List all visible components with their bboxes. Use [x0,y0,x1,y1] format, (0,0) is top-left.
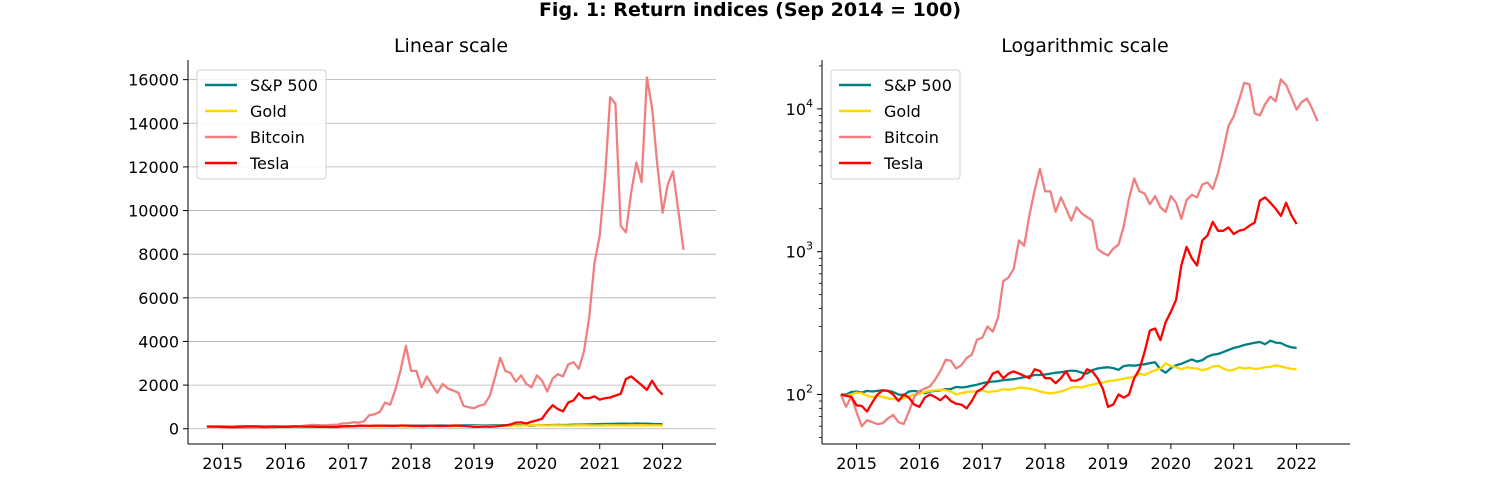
log-x-tick-label-0: 2015 [836,454,877,473]
linear-y-tick-label-1: 2000 [138,376,179,395]
linear-legend-box [196,69,327,180]
log-x-tick-label-7: 2022 [1276,454,1317,473]
linear-y-tick-label-2: 4000 [138,332,179,351]
linear-y-tick-label-4: 8000 [138,245,179,264]
figure-title: Fig. 1: Return indices (Sep 2014 = 100) [539,0,961,21]
log-line-bitcoin [839,78,1319,428]
linear-y-tick-label-7: 14000 [128,114,179,133]
linear-legend-label-sp-500: S&P 500 [250,76,318,95]
linear-series-lines [206,76,685,429]
log-x-tick-label-5: 2020 [1150,454,1191,473]
log-series-lines [839,78,1319,428]
log-line-tesla [840,196,1298,413]
linear-x-tick-label-3: 2018 [391,454,432,473]
log-x-tick-label-4: 2019 [1088,454,1129,473]
linear-x-tick-label-4: 2019 [454,454,495,473]
log-y-tick-label-0: 102 [786,382,813,404]
linear-legend-label-tesla: Tesla [249,154,289,173]
linear-x-tick-label-5: 2020 [516,454,557,473]
log-legend-label-sp-500: S&P 500 [884,76,952,95]
log-scale-panel: Logarithmic scale 2015 2016 2017 2018 2019 20… [786,35,1350,473]
linear-scale-panel: Linear scale 2015 2016 2017 2018 2019 2020 202… [128,35,716,473]
log-x-tick-label-6: 2021 [1213,454,1254,473]
log-line-gold [840,362,1297,401]
log-legend-box [830,69,961,180]
linear-y-tick-label-3: 6000 [138,289,179,308]
log-line-sp-500 [840,339,1297,397]
linear-legend: S&P 500 Gold Bitcoin Tesla [196,69,327,180]
linear-legend-label-gold: Gold [250,102,287,121]
log-y-tick-label-2: 104 [786,97,813,119]
log-x-tick-label-3: 2018 [1025,454,1066,473]
linear-y-tick-label-8: 16000 [128,71,179,90]
log-legend: S&P 500 Gold Bitcoin Tesla [830,69,961,180]
log-x-tick-label-2: 2017 [962,454,1003,473]
linear-y-tick-label-0: 0 [169,420,179,439]
log-legend-label-bitcoin: Bitcoin [884,128,939,147]
linear-y-tick-label-5: 10000 [128,202,179,221]
linear-x-tick-label-2: 2017 [328,454,369,473]
linear-panel-title: Linear scale [394,35,508,57]
linear-x-tick-label-1: 2016 [265,454,306,473]
linear-x-tick-label-6: 2021 [579,454,620,473]
linear-y-tick-label-6: 12000 [128,158,179,177]
linear-line-tesla [206,375,664,429]
log-y-tick-label-1: 103 [786,240,813,262]
log-panel-title: Logarithmic scale [1001,35,1168,57]
linear-x-tick-label-0: 2015 [202,454,243,473]
log-legend-label-gold: Gold [884,102,921,121]
log-legend-label-tesla: Tesla [883,154,923,173]
log-x-tick-label-1: 2016 [899,454,940,473]
log-axes: 2015 2016 2017 2018 2019 2020 2021 2022 102 103 10… [786,60,1350,473]
linear-x-tick-label-7: 2022 [642,454,683,473]
linear-legend-label-bitcoin: Bitcoin [250,128,305,147]
linear-axes: 2015 2016 2017 2018 2019 2020 2021 2022 0 2000 400… [128,60,716,473]
